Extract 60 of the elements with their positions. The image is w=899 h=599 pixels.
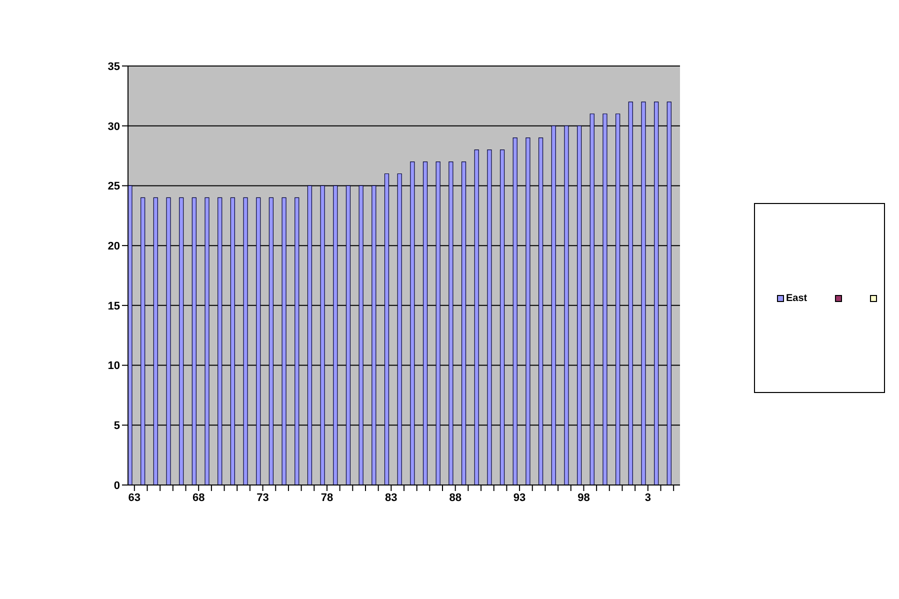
bar bbox=[179, 197, 184, 485]
x-tick-label: 73 bbox=[256, 492, 269, 504]
bar bbox=[436, 161, 440, 485]
bar bbox=[230, 197, 235, 485]
bar bbox=[500, 150, 505, 485]
bar bbox=[243, 197, 248, 485]
bar bbox=[590, 114, 594, 485]
bar bbox=[538, 138, 544, 485]
x-tick-label: 63 bbox=[128, 492, 141, 504]
bar bbox=[204, 197, 210, 485]
x-tick-label: 83 bbox=[385, 492, 398, 504]
bar bbox=[307, 185, 312, 485]
bar bbox=[140, 197, 146, 485]
x-tick-label: 98 bbox=[578, 492, 590, 504]
bar bbox=[153, 197, 158, 485]
bar bbox=[410, 161, 415, 485]
bar bbox=[526, 138, 530, 485]
bar bbox=[397, 173, 402, 485]
bar bbox=[551, 126, 556, 485]
bar bbox=[333, 185, 338, 485]
y-tick-label: 0 bbox=[114, 480, 120, 492]
bar bbox=[461, 161, 466, 485]
x-tick-label: 78 bbox=[320, 492, 334, 504]
bar bbox=[422, 161, 428, 485]
bar bbox=[268, 197, 274, 485]
bar bbox=[282, 197, 286, 485]
bar bbox=[641, 102, 646, 485]
bar bbox=[192, 197, 196, 485]
bar bbox=[616, 114, 620, 485]
bar bbox=[654, 102, 659, 485]
bar bbox=[294, 197, 300, 485]
bar bbox=[384, 173, 390, 485]
x-tick-label: 88 bbox=[449, 492, 462, 504]
legend-label: East bbox=[786, 292, 808, 304]
bar bbox=[320, 185, 325, 485]
y-tick-label: 5 bbox=[114, 420, 120, 432]
bar bbox=[487, 150, 492, 485]
bar bbox=[256, 197, 261, 485]
bar bbox=[666, 102, 672, 485]
bar bbox=[218, 197, 222, 485]
bar bbox=[577, 126, 582, 485]
bar bbox=[448, 161, 454, 485]
bar bbox=[628, 102, 633, 485]
x-tick-label: 68 bbox=[192, 492, 205, 504]
bar bbox=[346, 185, 351, 485]
y-tick-label: 35 bbox=[108, 60, 120, 73]
y-tick-label: 20 bbox=[108, 240, 120, 252]
y-tick-label: 30 bbox=[108, 120, 120, 133]
bar bbox=[564, 126, 569, 485]
bar bbox=[166, 197, 171, 485]
bar bbox=[372, 185, 376, 485]
y-tick-label: 10 bbox=[108, 360, 120, 372]
x-tick-label: 3 bbox=[644, 492, 651, 504]
bar bbox=[474, 150, 479, 485]
y-tick-label: 25 bbox=[108, 180, 120, 193]
bar bbox=[358, 185, 364, 485]
x-tick-label: 93 bbox=[513, 492, 526, 504]
y-tick-label: 15 bbox=[108, 300, 120, 312]
bar bbox=[512, 138, 518, 485]
bar bbox=[602, 114, 608, 485]
